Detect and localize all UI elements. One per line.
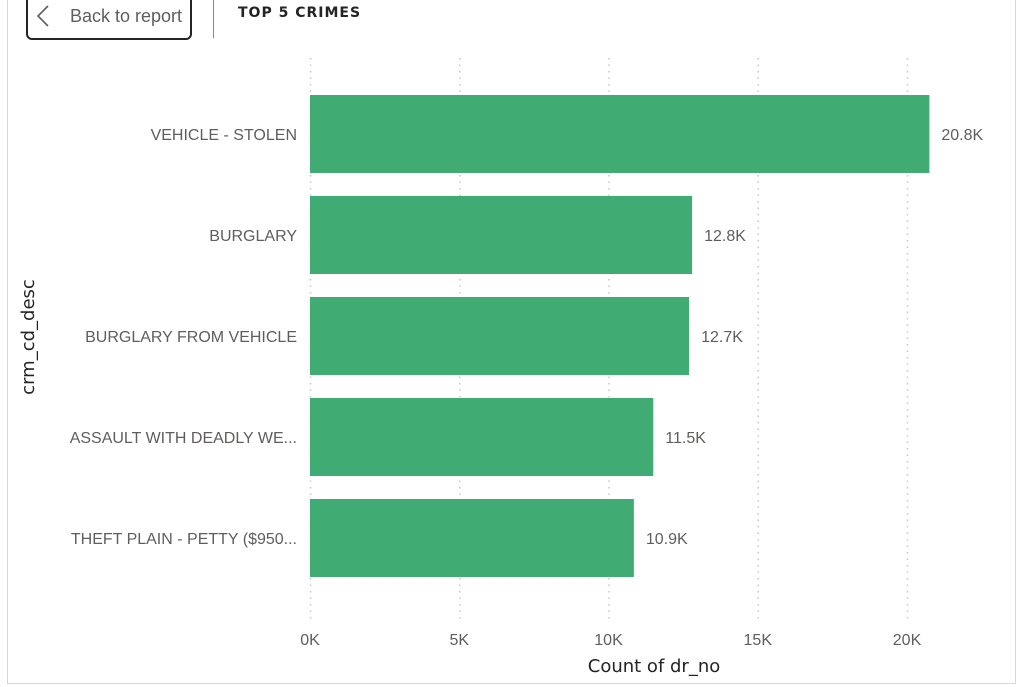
bar[interactable]: [310, 196, 693, 274]
bar[interactable]: [310, 297, 690, 375]
bars: [310, 95, 930, 577]
bar[interactable]: [310, 499, 634, 577]
bar[interactable]: [310, 398, 654, 476]
category-label: BURGLARY: [209, 228, 297, 245]
header-divider: [213, 0, 214, 38]
x-tick-label: 15K: [744, 632, 773, 649]
data-label: 12.7K: [701, 329, 743, 346]
x-tick-label: 0K: [300, 632, 320, 649]
bar[interactable]: [310, 95, 930, 173]
x-tick-label: 5K: [449, 632, 469, 649]
category-label: THEFT PLAIN - PETTY ($950...: [71, 531, 297, 548]
category-labels: VEHICLE - STOLEN BURGLARY BURGLARY FROM VE…: [70, 127, 298, 548]
x-axis-title: Count of dr_no: [588, 656, 721, 677]
visual-frame: [7, 0, 1016, 684]
page-title: TOP 5 CRIMES: [238, 5, 362, 21]
category-label: BURGLARY FROM VEHICLE: [85, 329, 297, 346]
category-label: VEHICLE - STOLEN: [151, 127, 297, 144]
data-label: 11.5K: [665, 430, 706, 447]
x-tick-label: 20K: [893, 632, 922, 649]
data-label: 12.8K: [704, 228, 746, 245]
category-label: ASSAULT WITH DEADLY WE...: [70, 430, 297, 447]
data-label: 10.9K: [646, 531, 688, 548]
chevron-left-icon: [36, 5, 49, 27]
y-axis-title: crm_cd_desc: [18, 279, 39, 395]
data-labels: 20.8K 12.8K 12.7K 11.5K 10.9K: [646, 127, 984, 548]
back-to-report-label: Back to report: [70, 6, 183, 26]
x-tick-label: 10K: [594, 632, 623, 649]
back-to-report-button[interactable]: Back to report: [26, 0, 192, 40]
data-label: 20.8K: [941, 127, 983, 144]
x-tick-labels: 0K 5K 10K 15K 20K: [300, 632, 921, 649]
